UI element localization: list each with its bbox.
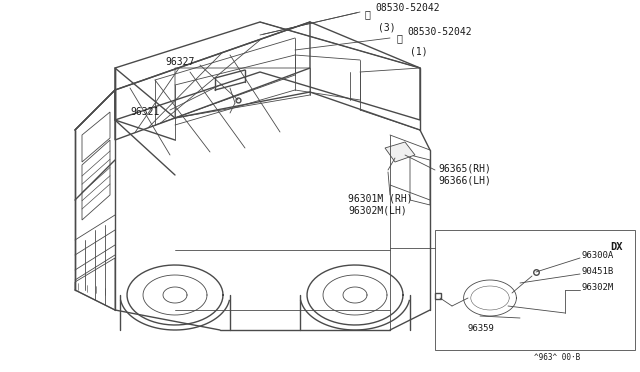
Text: 96359: 96359 [468,324,495,333]
Text: 96301M (RH): 96301M (RH) [348,193,413,203]
Text: 08530-52042: 08530-52042 [375,3,440,13]
Text: 96327: 96327 [165,57,195,67]
Text: Ⓢ: Ⓢ [397,33,403,43]
Text: 96302M(LH): 96302M(LH) [348,205,407,215]
Text: 96300A: 96300A [582,251,614,260]
Text: (3): (3) [378,22,396,32]
Text: Ⓢ: Ⓢ [365,9,371,19]
Text: 96365(RH): 96365(RH) [438,163,491,173]
Text: 96302M: 96302M [582,283,614,292]
Bar [435,230,635,350]
Text: (1): (1) [410,46,428,56]
Text: ^963^ 00·B: ^963^ 00·B [534,353,580,362]
Text: DX: DX [611,242,623,252]
Text: 96366(LH): 96366(LH) [438,175,491,185]
Text: 08530-52042: 08530-52042 [407,27,472,37]
Text: 90451B: 90451B [582,267,614,276]
Text: 96321: 96321 [130,107,159,117]
Polygon shape [385,142,415,162]
